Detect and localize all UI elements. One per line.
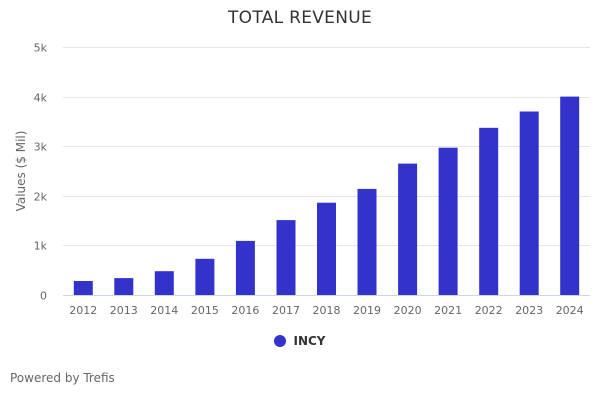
x-tick-label: 2023 [515, 304, 543, 317]
bar-2023[interactable] [519, 111, 539, 296]
x-tick-label: 2015 [191, 304, 219, 317]
y-tick-label: 5k [34, 42, 48, 55]
x-tick-label: 2013 [110, 304, 138, 317]
bar-2012[interactable] [73, 281, 93, 295]
bar-2015[interactable] [195, 258, 215, 295]
x-tick-label: 2022 [475, 304, 503, 317]
bar-2018[interactable] [317, 202, 336, 295]
x-tick-label: 2019 [353, 304, 381, 317]
footer-credit: Powered by Trefis [10, 371, 115, 385]
y-tick-label: 3k [34, 141, 48, 154]
bar-2013[interactable] [114, 278, 134, 295]
bar-2020[interactable] [398, 163, 418, 295]
x-tick-label: 2018 [313, 304, 341, 317]
x-tick-label: 2016 [231, 304, 259, 317]
y-tick-label: 2k [34, 191, 48, 204]
bar-2016[interactable] [235, 240, 255, 295]
y-axis-label: Values ($ Mil) [14, 131, 28, 212]
y-tick-label: 1k [34, 240, 48, 253]
bar-2017[interactable] [276, 220, 296, 295]
y-tick-label: 0 [40, 290, 47, 303]
x-tick-label: 2020 [394, 304, 422, 317]
legend-marker-icon [274, 335, 287, 347]
bar-2019[interactable] [357, 188, 377, 295]
legend-label[interactable]: INCY [293, 334, 326, 348]
bar-2021[interactable] [438, 147, 458, 295]
x-tick-label: 2014 [150, 304, 178, 317]
bars [73, 96, 580, 296]
chart-title: TOTAL REVENUE [227, 8, 373, 28]
x-tick-label: 2017 [272, 304, 300, 317]
bar-2014[interactable] [154, 271, 174, 295]
bar-2024[interactable] [560, 96, 580, 295]
x-axis-ticks: 2012 2013 2014 2015 2016 2017 2018 2019 2020 2021… [69, 304, 583, 317]
x-tick-label: 2021 [434, 304, 462, 317]
bar-2022[interactable] [479, 127, 499, 295]
legend: INCY [0, 334, 600, 348]
y-tick-label: 4k [34, 92, 48, 105]
y-axis-ticks: 0 1k 2k 3k 4k 5k [34, 42, 48, 303]
x-tick-label: 2024 [556, 304, 584, 317]
x-tick-label: 2012 [69, 304, 97, 317]
